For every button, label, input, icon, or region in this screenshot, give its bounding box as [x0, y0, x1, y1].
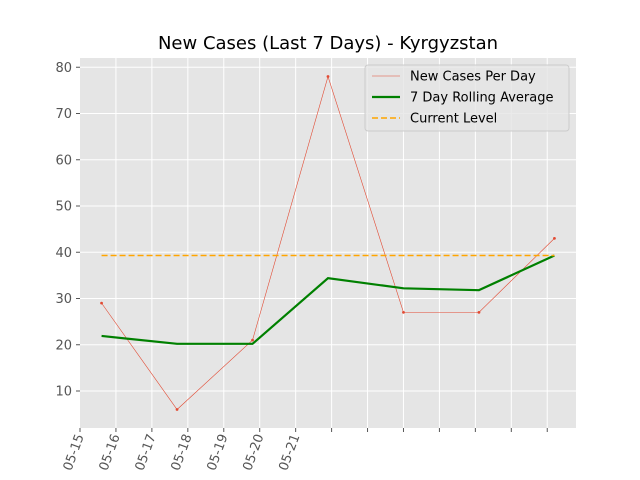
- y-tick-label-50: 50: [55, 200, 72, 215]
- series-line-7-day-rolling-average: [101, 254, 555, 345]
- legend-box: [364, 64, 570, 132]
- point-new-cases-per-day-2: [251, 338, 254, 342]
- y-tick-label-60: 60: [55, 153, 72, 168]
- series-group: [100, 75, 556, 411]
- y-tick-label-80: 80: [55, 61, 72, 76]
- y-tick-label-20: 20: [55, 338, 72, 353]
- legend-label-current-level: Current Level: [410, 112, 497, 127]
- y-tick-label-70: 70: [55, 107, 72, 122]
- point-new-cases-per-day-5: [477, 310, 481, 314]
- legend: New Cases Per Day 7 Day Rolling Average Cu…: [364, 64, 570, 132]
- y-tick-label-30: 30: [55, 292, 72, 307]
- point-new-cases-per-day-3: [326, 75, 330, 78]
- legend-label-new-cases-per-day: New Cases Per Day: [410, 70, 536, 85]
- point-new-cases-per-day-4: [402, 310, 405, 314]
- y-tick-label-40: 40: [55, 246, 72, 261]
- point-new-cases-per-day-0: [100, 301, 103, 305]
- chart-title: New Cases (Last 7 Days) - Kyrgyzstan: [158, 33, 498, 54]
- legend-label-7-day-rolling-average: 7 Day Rolling Average: [410, 91, 553, 106]
- point-new-cases-per-day-6: [553, 236, 556, 240]
- y-tick-label-10: 10: [55, 385, 72, 400]
- point-new-cases-per-day-1: [175, 408, 179, 411]
- y-axis-ticks: 10 20 30 40 50 60 70 80: [55, 61, 80, 400]
